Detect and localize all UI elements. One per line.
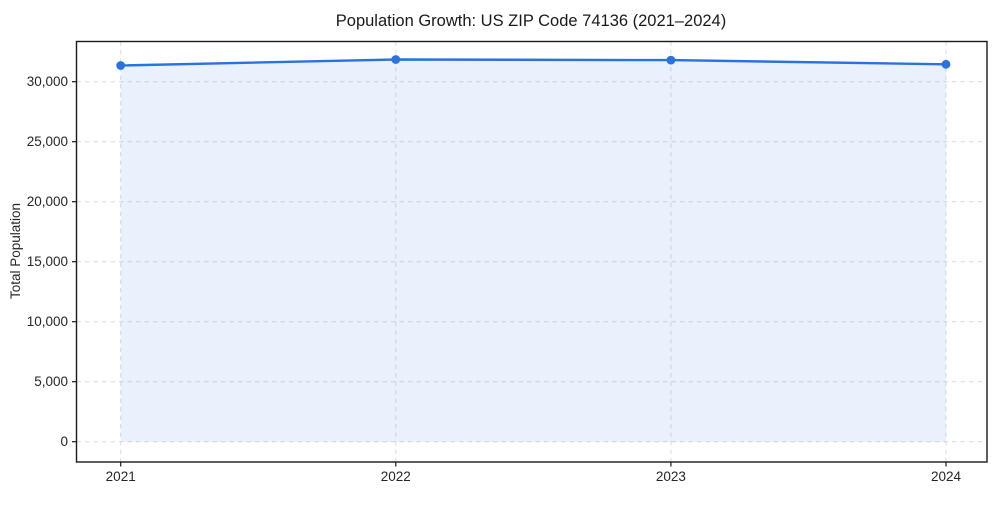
horizontal-gridlines <box>76 81 987 443</box>
data-point-markers <box>116 55 951 70</box>
y-tick-label: 20,000 <box>27 194 68 209</box>
y-axis-tick-labels: 0 5,000 10,000 15,000 20,000 25,000 30,000 <box>27 74 68 449</box>
data-point-2023 <box>666 55 676 65</box>
x-tick-label: 2021 <box>106 469 136 484</box>
data-point-2021 <box>116 61 126 70</box>
x-tick-label: 2023 <box>656 469 686 484</box>
trend-line <box>119 58 948 67</box>
y-tick-label: 15,000 <box>27 254 68 269</box>
vertical-gridlines <box>120 41 947 462</box>
x-tick-label: 2022 <box>381 469 411 484</box>
tick-marks <box>72 81 947 467</box>
x-tick-label: 2024 <box>931 469 962 484</box>
data-point-2022 <box>391 55 401 64</box>
plot-border <box>75 40 988 463</box>
y-tick-label: 5,000 <box>34 374 68 389</box>
y-tick-label: 10,000 <box>27 314 68 329</box>
y-axis-label: Total Population <box>8 203 23 299</box>
area-fill <box>120 59 946 442</box>
y-tick-label: 30,000 <box>27 74 68 89</box>
y-tick-label: 25,000 <box>27 134 68 149</box>
data-point-2024 <box>941 59 951 69</box>
x-axis-tick-labels: 2021 2022 2023 2024 <box>106 469 962 484</box>
chart-title: Population Growth: US ZIP Code 74136 (20… <box>336 12 726 30</box>
y-tick-label: 0 <box>60 434 68 449</box>
